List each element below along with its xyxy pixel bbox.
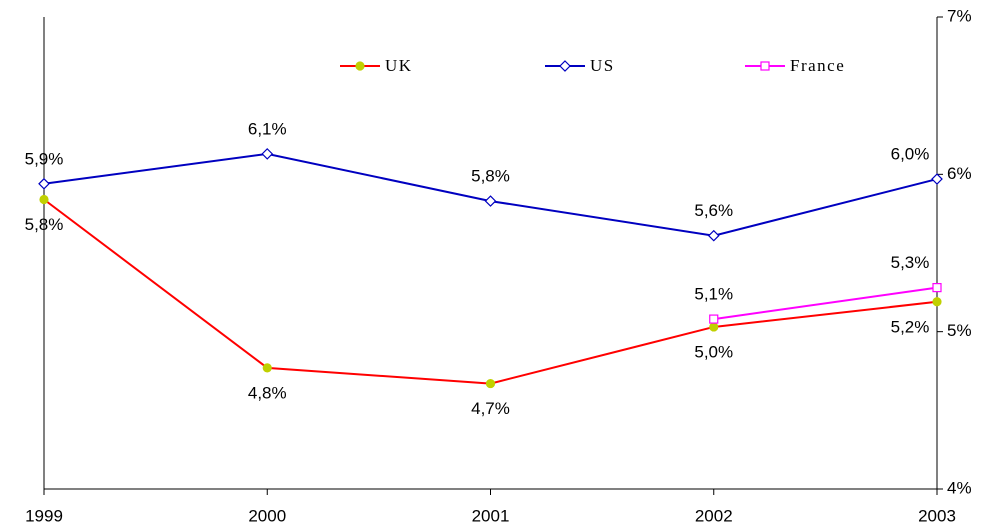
marker	[931, 173, 943, 185]
marker	[262, 363, 272, 373]
data-label: 5,6%	[694, 201, 733, 220]
line	[713, 286, 938, 321]
marker	[932, 283, 942, 293]
data-label: 4,7%	[471, 399, 510, 418]
data-label: 5,9%	[25, 149, 64, 168]
marker	[559, 60, 571, 72]
y-tick-label: 6%	[947, 164, 972, 183]
data-label: 6,0%	[891, 145, 930, 164]
x-tick-label: 2000	[248, 506, 286, 525]
marker	[355, 61, 365, 71]
data-label: 6,1%	[248, 119, 287, 138]
marker	[261, 148, 274, 160]
line	[43, 198, 938, 385]
marker	[39, 194, 49, 205]
data-label: 5,2%	[891, 317, 930, 336]
marker	[932, 297, 942, 307]
y-tick-label: 4%	[947, 478, 972, 497]
data-label: 4,8%	[248, 383, 287, 402]
marker	[707, 229, 720, 242]
marker	[485, 378, 496, 389]
marker	[484, 195, 497, 207]
legend-label: France	[790, 56, 845, 75]
marker	[760, 61, 770, 71]
x-tick-label: 1999	[25, 506, 63, 525]
data-label: 5,8%	[471, 167, 510, 186]
x-tick-label: 2002	[695, 506, 733, 525]
data-label: 5,8%	[25, 215, 64, 234]
y-tick-label: 7%	[947, 6, 972, 25]
data-label: 5,0%	[694, 342, 733, 361]
marker	[38, 177, 50, 190]
data-label: 5,1%	[694, 285, 733, 304]
legend-label: US	[590, 56, 615, 75]
y-tick-label: 5%	[947, 321, 972, 340]
x-tick-label: 2003	[918, 506, 956, 525]
marker	[709, 322, 719, 332]
marker	[709, 314, 719, 324]
data-label: 5,3%	[891, 253, 930, 272]
legend-label: UK	[385, 56, 413, 75]
x-tick-label: 2001	[472, 506, 510, 525]
